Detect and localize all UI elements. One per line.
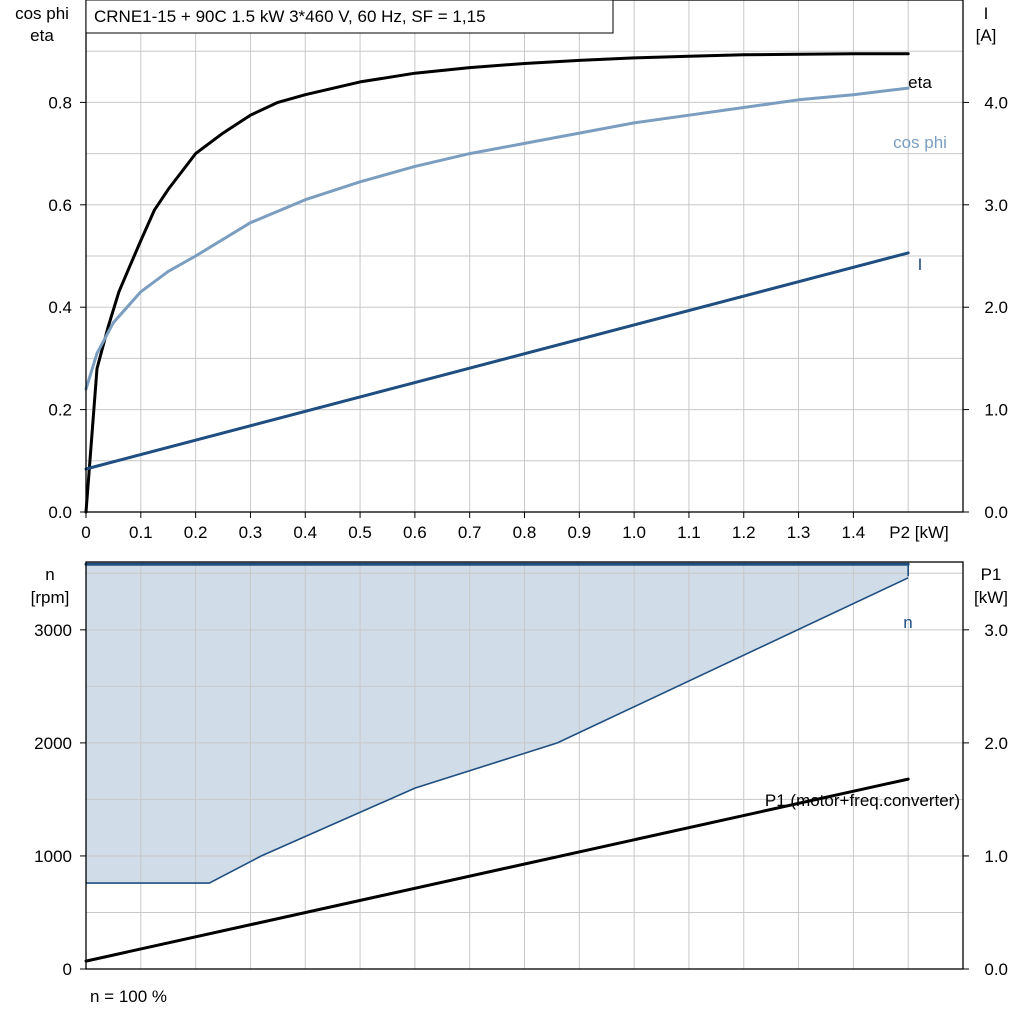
series-line-cos-phi xyxy=(84,86,910,391)
x-tick-label: 0.5 xyxy=(348,523,372,542)
x-tick-label: 1.1 xyxy=(677,523,701,542)
x-axis-label: P2 [kW] xyxy=(889,523,949,542)
series-line-i xyxy=(84,251,910,471)
y-right-tick-label: 4.0 xyxy=(984,93,1008,112)
operating-range-fill xyxy=(86,564,909,884)
n-tick-label: 3000 xyxy=(34,621,72,640)
n-tick-label: 2000 xyxy=(34,734,72,753)
y-right-tick-label: 1.0 xyxy=(984,401,1008,420)
p1-tick-label: 2.0 xyxy=(984,734,1008,753)
speed-footer: n = 100 % xyxy=(90,987,167,1006)
series-line-eta xyxy=(84,52,910,514)
y-left-tick-label: 0.0 xyxy=(48,503,72,522)
y-right-tick-label: 3.0 xyxy=(984,196,1008,215)
lower-ticks: 0 1000 2000 3000 0.0 1.0 2.0 3.0 xyxy=(34,621,1008,979)
title-box xyxy=(85,0,614,34)
x-tick-label: 1.3 xyxy=(787,523,811,542)
lower-frame xyxy=(85,561,964,970)
upper-grid xyxy=(86,0,963,512)
y-left-label-2: eta xyxy=(30,26,54,45)
p1-axis-label-2: [kW] xyxy=(974,588,1008,607)
x-tick-label: 0.1 xyxy=(129,523,153,542)
n-axis-label-2: [rpm] xyxy=(31,588,70,607)
x-tick-label: 0.7 xyxy=(458,523,482,542)
p1-axis-label-1: P1 xyxy=(981,565,1002,584)
x-tick-label: 0.8 xyxy=(513,523,537,542)
lower-series xyxy=(84,562,910,963)
x-tick-label: 1.0 xyxy=(622,523,646,542)
n-axis-label-1: n xyxy=(45,565,54,584)
x-tick-label: 0.3 xyxy=(239,523,263,542)
series-line-p1 xyxy=(84,777,910,963)
y-right-label-1: I xyxy=(984,4,989,23)
x-tick-label: 0.4 xyxy=(293,523,317,542)
series-label-eta: eta xyxy=(908,73,932,92)
x-tick-label: 1.2 xyxy=(732,523,756,542)
x-tick-label: 0.2 xyxy=(184,523,208,542)
upper-ticks: 0 0.1 0.2 0.3 0.4 0.5 0.6 0.7 0.8 0.9 1.0 1.1 1.2 1.3… xyxy=(48,93,1008,542)
n-tick-label: 1000 xyxy=(34,847,72,866)
series-label-cos-phi: cos phi xyxy=(893,133,947,152)
p1-tick-label: 1.0 xyxy=(984,847,1008,866)
y-left-tick-label: 0.2 xyxy=(48,401,72,420)
operating-range-boundary xyxy=(86,577,909,884)
x-tick-label: 1.4 xyxy=(842,523,866,542)
y-left-label-1: cos phi xyxy=(15,4,69,23)
series-label-p1: P1 (motor+freq.converter) xyxy=(765,791,960,810)
y-right-label-2: [A] xyxy=(976,26,997,45)
y-left-tick-label: 0.4 xyxy=(48,298,72,317)
n-tick-label: 0 xyxy=(63,960,72,979)
x-tick-label: 0.6 xyxy=(403,523,427,542)
x-tick-label: 0 xyxy=(81,523,90,542)
upper-panel: 0 0.1 0.2 0.3 0.4 0.5 0.6 0.7 0.8 0.9 1.0 1.1 1.2 1.3… xyxy=(15,0,1008,542)
lower-panel: 0 1000 2000 3000 0.0 1.0 2.0 3.0 n [rpm] P1 [kW… xyxy=(31,561,1008,1006)
p1-tick-label: 0.0 xyxy=(984,960,1008,979)
y-left-tick-label: 0.6 xyxy=(48,196,72,215)
x-tick-label: 0.9 xyxy=(567,523,591,542)
p1-tick-label: 3.0 xyxy=(984,621,1008,640)
y-right-tick-label: 2.0 xyxy=(984,298,1008,317)
series-label-i: I xyxy=(918,255,923,274)
y-right-tick-label: 0.0 xyxy=(984,503,1008,522)
series-label-n: n xyxy=(903,613,912,632)
chart-title: CRNE1-15 + 90C 1.5 kW 3*460 V, 60 Hz, SF… xyxy=(94,7,486,26)
y-left-tick-label: 0.8 xyxy=(48,93,72,112)
upper-series xyxy=(84,52,910,514)
operating-range-area xyxy=(86,564,909,884)
